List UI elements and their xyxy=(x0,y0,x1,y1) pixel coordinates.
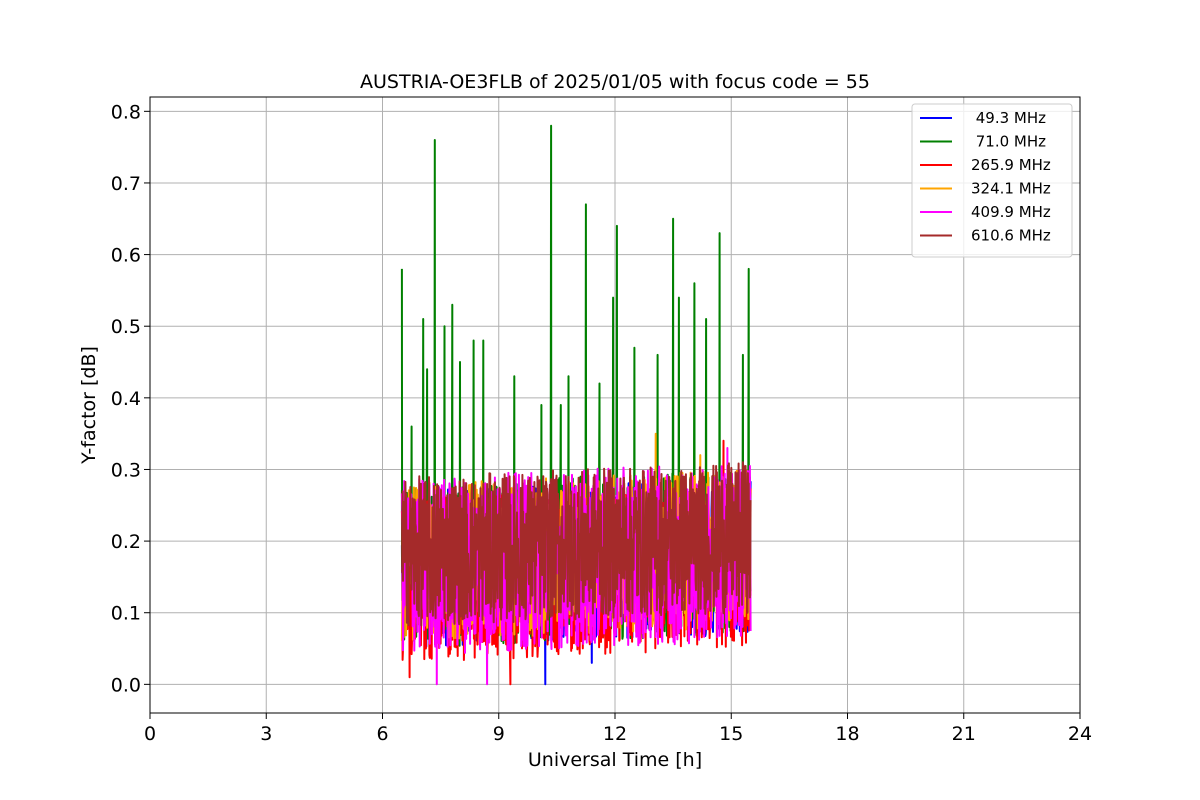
y-tick-label: 0.5 xyxy=(111,316,141,338)
chart-title: AUSTRIA-OE3FLB of 2025/01/05 with focus … xyxy=(360,71,870,93)
legend-label: 324.1 MHz xyxy=(971,180,1051,198)
legend-label: 409.9 MHz xyxy=(971,203,1051,221)
legend-label: 71.0 MHz xyxy=(971,133,1046,151)
x-tick-label: 0 xyxy=(144,723,156,745)
y-axis-label: Y-factor [dB] xyxy=(78,346,100,465)
x-tick-label: 21 xyxy=(952,723,976,745)
plot-area xyxy=(400,124,752,686)
x-tick-label: 15 xyxy=(719,723,743,745)
y-tick-label: 0.3 xyxy=(111,459,141,481)
y-tick-label: 0.1 xyxy=(111,603,141,625)
legend-label: 265.9 MHz xyxy=(971,156,1051,174)
legend: 49.3 MHz 71.0 MHz 265.9 MHz 324.1 MHz 409.9… xyxy=(911,103,1073,258)
y-tick-label: 0.2 xyxy=(111,531,141,553)
y-tick-label: 0.0 xyxy=(111,674,141,696)
grid xyxy=(149,97,1081,713)
series-line-5 xyxy=(400,461,752,627)
x-tick-label: 9 xyxy=(493,723,505,745)
y-axis: 0.0 0.1 0.2 0.3 0.4 0.5 0.6 0.7 0.8 xyxy=(111,101,150,696)
y-tick-label: 0.4 xyxy=(111,388,141,410)
x-axis-label: Universal Time [h] xyxy=(528,749,702,771)
y-tick-label: 0.6 xyxy=(111,245,141,267)
x-axis: 0 3 6 9 12 15 18 21 24 xyxy=(144,713,1092,745)
x-tick-label: 18 xyxy=(835,723,859,745)
legend-label: 610.6 MHz xyxy=(971,227,1051,245)
x-tick-label: 24 xyxy=(1068,723,1092,745)
legend-label: 49.3 MHz xyxy=(971,109,1046,127)
x-tick-label: 6 xyxy=(376,723,388,745)
x-tick-label: 12 xyxy=(603,723,627,745)
x-tick-label: 3 xyxy=(260,723,272,745)
y-tick-label: 0.7 xyxy=(111,173,141,195)
y-tick-label: 0.8 xyxy=(111,101,141,123)
